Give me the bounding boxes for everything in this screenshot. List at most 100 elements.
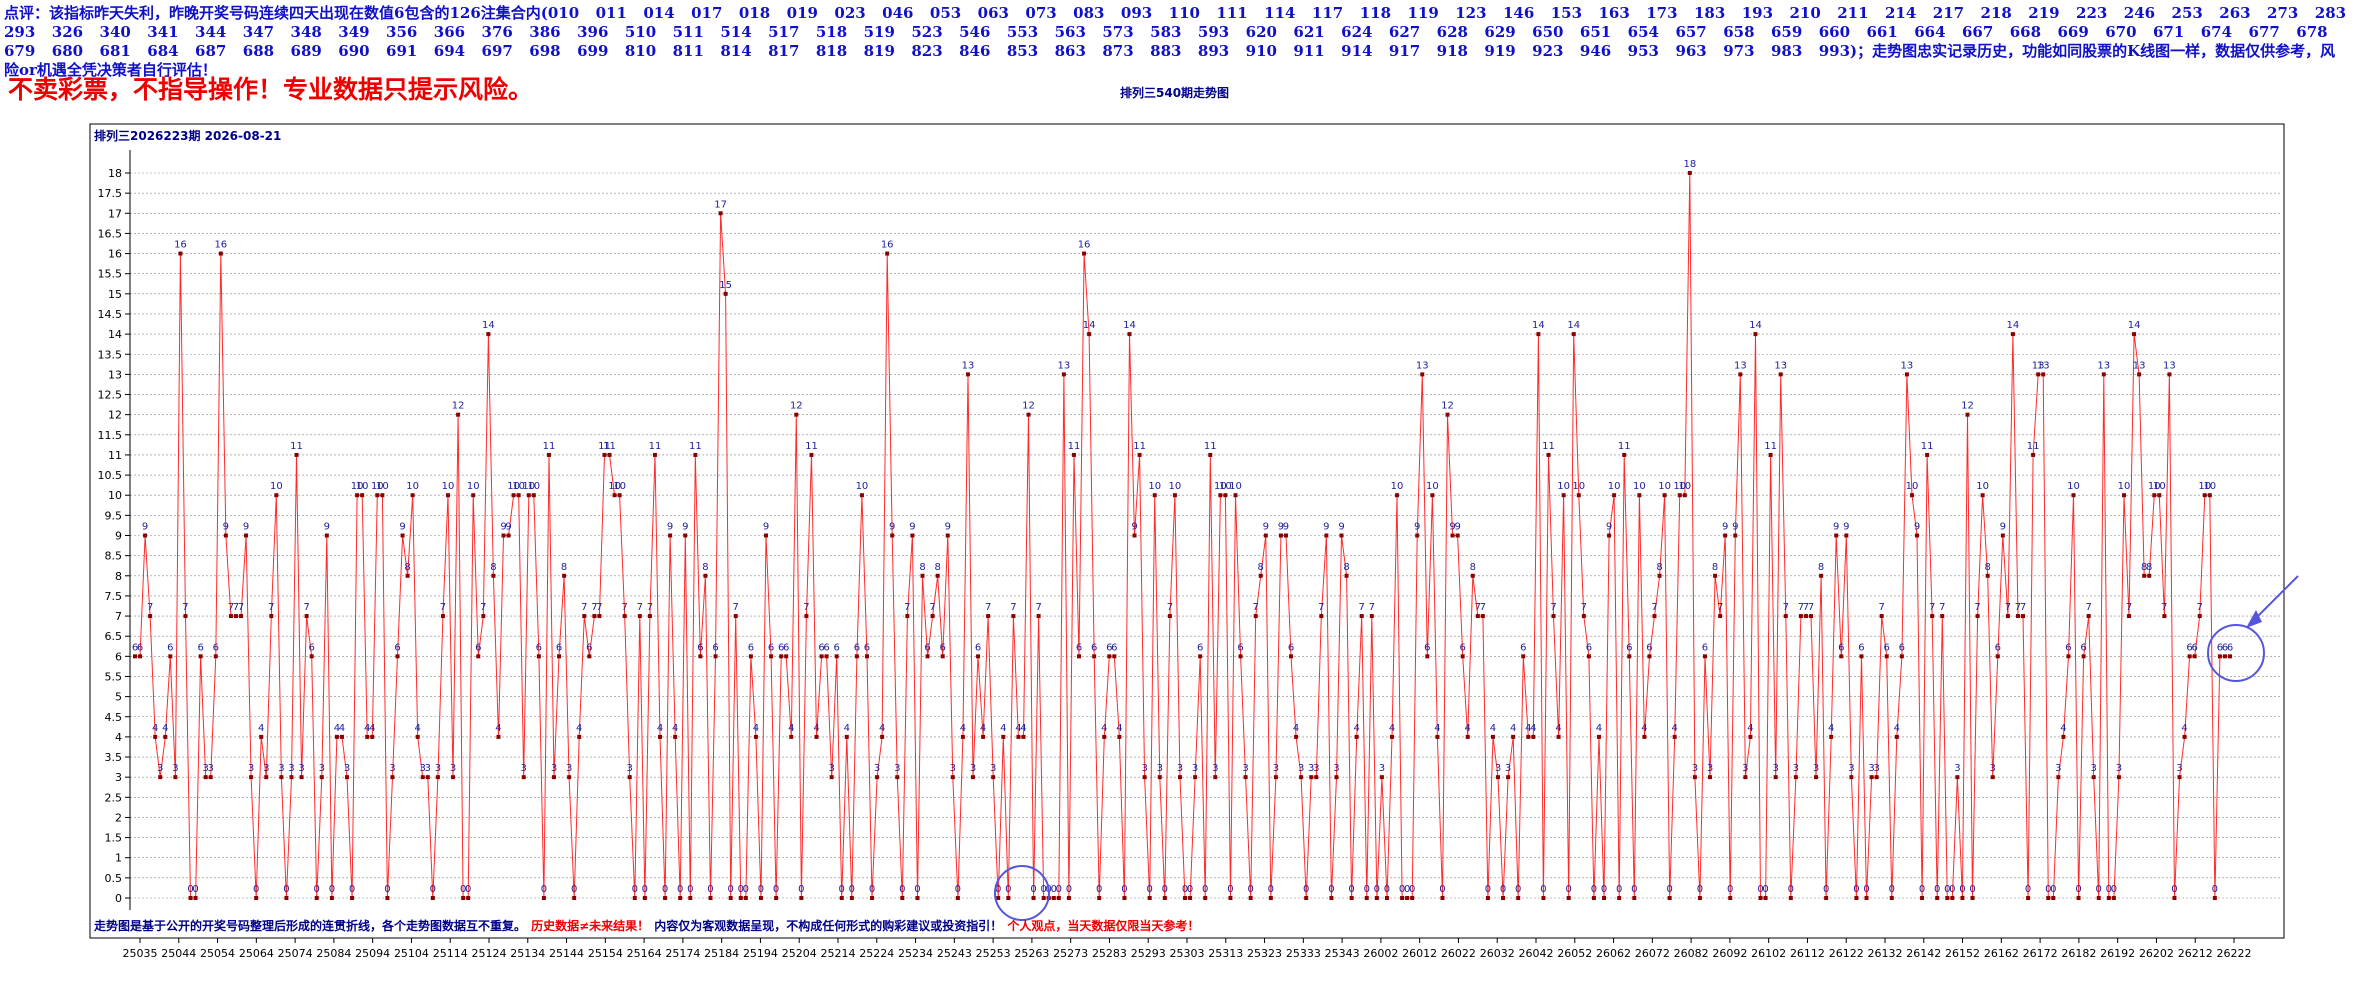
data-point — [501, 533, 506, 538]
data-label: 7 — [2020, 602, 2026, 613]
x-tick-label: 26202 — [2139, 947, 2174, 960]
data-label: 0 — [1601, 884, 1607, 895]
data-label: 6 — [864, 642, 870, 653]
data-label: 10 — [1572, 481, 1585, 492]
x-tick-label: 25273 — [1053, 947, 1088, 960]
data-label: 0 — [743, 884, 749, 895]
data-point — [244, 533, 249, 538]
data-point — [905, 614, 910, 619]
x-tick-label: 25144 — [549, 947, 584, 960]
data-label: 4 — [1020, 723, 1026, 734]
data-point — [753, 734, 758, 739]
highlight-circle-latest — [2207, 624, 2265, 682]
data-label: 0 — [1853, 884, 1859, 895]
data-point — [461, 896, 466, 900]
data-label: 7 — [1581, 602, 1587, 613]
data-point — [193, 896, 198, 900]
data-label: 8 — [1656, 562, 1662, 573]
data-label: 0 — [798, 884, 804, 895]
data-label: 0 — [1697, 884, 1703, 895]
data-label: 9 — [1278, 522, 1284, 533]
data-label: 0 — [1959, 884, 1965, 895]
data-label: 8 — [919, 562, 925, 573]
data-label: 7 — [2085, 602, 2091, 613]
data-label: 6 — [1626, 642, 1632, 653]
data-point — [138, 654, 143, 659]
data-point — [930, 614, 935, 619]
data-label: 4 — [788, 723, 794, 734]
data-label: 12 — [790, 401, 803, 412]
data-point — [1783, 614, 1788, 619]
data-label: 0 — [1969, 884, 1975, 895]
data-label: 0 — [1863, 884, 1869, 895]
data-point — [1662, 493, 1667, 498]
data-label: 10 — [608, 481, 621, 492]
data-label: 6 — [823, 642, 829, 653]
data-point — [1561, 493, 1566, 498]
data-label: 10 — [1976, 481, 1989, 492]
data-point — [2162, 614, 2167, 619]
data-point — [2172, 896, 2177, 900]
data-point — [2026, 896, 2031, 900]
data-point — [1682, 493, 1687, 498]
x-tick-label: 25084 — [316, 947, 351, 960]
data-label: 6 — [940, 642, 946, 653]
data-point — [2076, 896, 2081, 900]
data-label: 7 — [647, 602, 653, 613]
data-label: 4 — [844, 723, 850, 734]
data-point — [1213, 775, 1218, 780]
data-label: 6 — [1858, 642, 1864, 653]
data-label: 0 — [1040, 884, 1046, 895]
data-label: 7 — [1318, 602, 1324, 613]
y-tick-label: 11 — [108, 449, 122, 462]
data-point — [339, 734, 344, 739]
x-tick-label: 25154 — [588, 947, 623, 960]
data-label: 10 — [527, 481, 540, 492]
data-point — [1904, 372, 1909, 377]
data-label: 0 — [1182, 884, 1188, 895]
risk-warning: 不卖彩票，不指导操作！专业数据只提示风险。 — [8, 75, 534, 104]
data-label: 12 — [1441, 401, 1454, 412]
data-label: 3 — [1692, 763, 1698, 774]
data-point — [1071, 452, 1076, 457]
data-point — [274, 493, 279, 498]
data-point — [410, 493, 415, 498]
data-label: 8 — [2146, 562, 2152, 573]
data-point — [875, 775, 880, 780]
data-point — [1516, 896, 1521, 900]
data-label: 13 — [2133, 360, 2146, 371]
data-label: 4 — [672, 723, 678, 734]
y-tick-label: 1 — [115, 852, 122, 865]
data-point — [1672, 734, 1677, 739]
data-point — [2217, 654, 2222, 659]
data-point — [365, 734, 370, 739]
data-point — [536, 654, 541, 659]
data-point — [233, 614, 238, 619]
data-point — [2106, 896, 2111, 900]
y-tick-label: 17 — [108, 207, 122, 220]
data-point — [819, 654, 824, 659]
data-point — [1177, 775, 1182, 780]
data-label: 0 — [727, 884, 733, 895]
data-point — [1748, 734, 1753, 739]
data-label: 3 — [319, 763, 325, 774]
data-label: 3 — [2176, 763, 2182, 774]
data-point — [2101, 372, 2106, 377]
data-point — [1960, 896, 1965, 900]
data-point — [1950, 896, 1955, 900]
data-label: 10 — [270, 481, 283, 492]
data-label: 3 — [1990, 763, 1996, 774]
data-label: 8 — [561, 562, 567, 573]
data-label: 6 — [1586, 642, 1592, 653]
data-label: 10 — [2203, 481, 2216, 492]
data-label: 10 — [1214, 481, 1227, 492]
data-label: 3 — [450, 763, 456, 774]
data-point — [430, 896, 435, 900]
data-point — [2036, 372, 2041, 377]
data-point — [2066, 654, 2071, 659]
data-label: 0 — [1540, 884, 1546, 895]
data-point — [1415, 533, 1420, 538]
x-tick-label: 25204 — [782, 947, 817, 960]
data-label: 6 — [1288, 642, 1294, 653]
data-label: 15 — [719, 280, 732, 291]
